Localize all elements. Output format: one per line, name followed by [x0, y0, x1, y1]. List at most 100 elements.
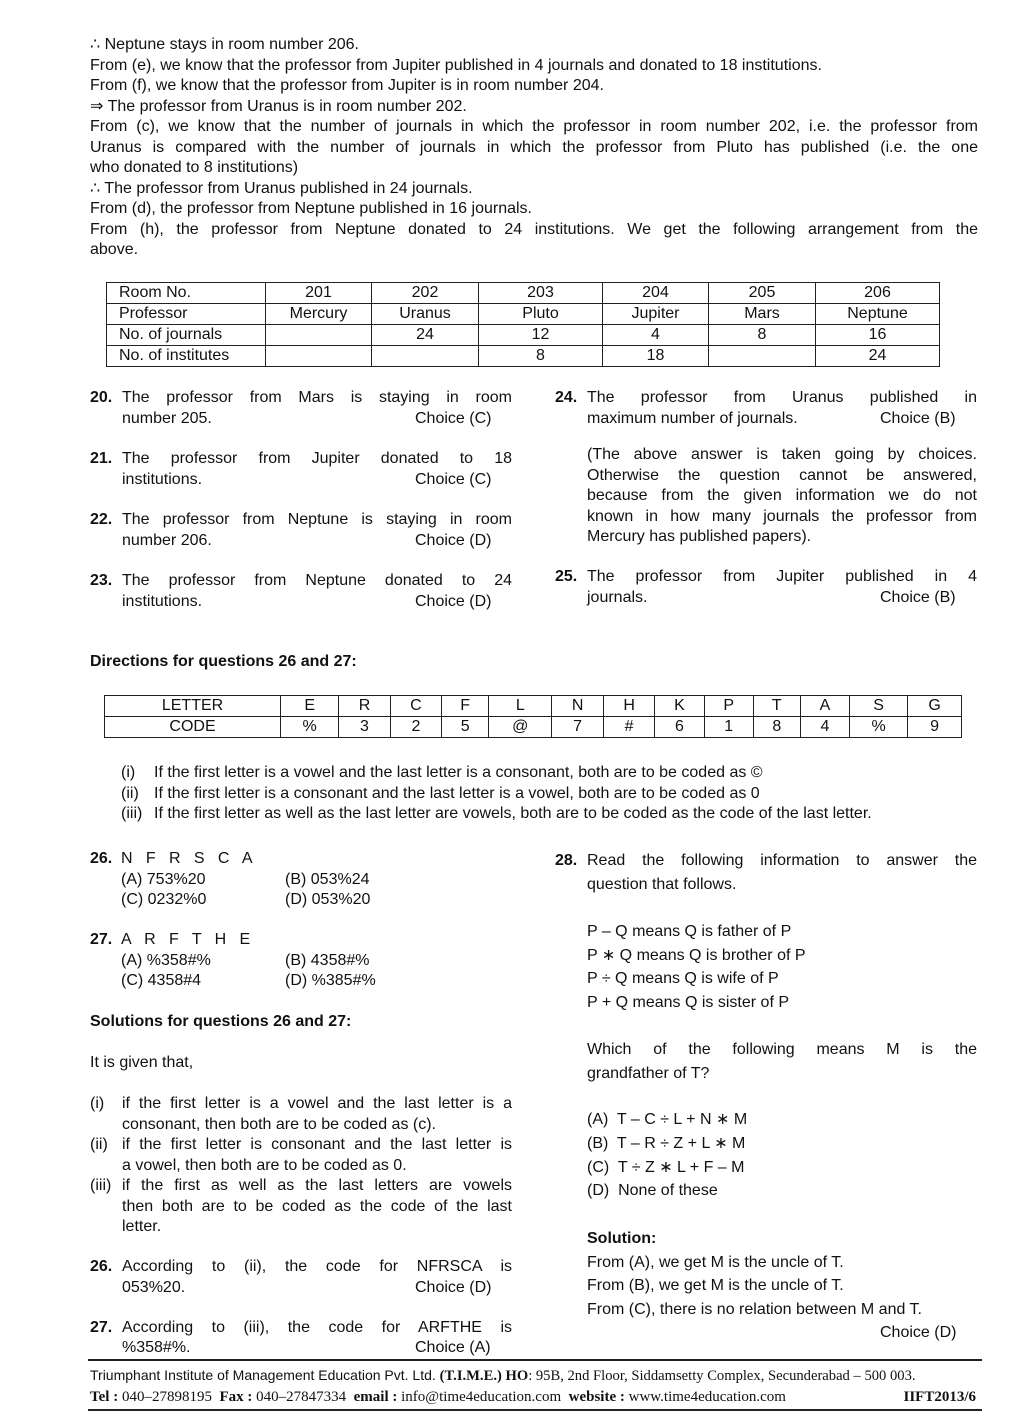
answer-text: The professor from Jupiter published in … — [587, 568, 977, 585]
table-cell: Neptune — [815, 303, 940, 325]
table-cell: 4 — [799, 716, 851, 738]
table-cell: Room No. — [106, 282, 266, 304]
table-cell: 202 — [371, 282, 479, 304]
relation-def: P ÷ Q means Q is wife of P — [587, 970, 779, 987]
answer-number: 20. — [90, 389, 113, 406]
table-cell: @ — [488, 716, 553, 738]
table-cell: CODE — [103, 716, 282, 738]
note-line: Mercury has published papers). — [587, 528, 812, 545]
solution-heading: Solution: — [587, 1230, 657, 1247]
answer-choice: Choice (C) — [415, 409, 492, 427]
sol-rule-text: if the first letter is consonant and the… — [122, 1136, 512, 1153]
answer-text: %358#%. — [122, 1339, 191, 1356]
question-number: 28. — [555, 852, 578, 869]
table-cell: 9 — [907, 716, 962, 738]
answer-text: number 205. — [122, 409, 212, 427]
given-text: It is given that, — [90, 1054, 194, 1071]
table-cell: Mars — [708, 303, 816, 325]
sol-rule-text: if the first as well as the last letters… — [122, 1177, 512, 1194]
option-c: (C) T ÷ Z ∗ L + F – M — [587, 1158, 745, 1176]
answer-choice: Choice (D) — [415, 531, 492, 549]
intro-line: ∴ Neptune stays in room number 206. — [90, 36, 359, 53]
intro-line: From (e), we know that the professor fro… — [90, 56, 822, 74]
sol-rule-num: (ii) — [90, 1136, 108, 1153]
note-line: because from the given information we do… — [587, 487, 977, 504]
table-cell: S — [849, 695, 909, 717]
question-word: A R F T H E — [121, 931, 251, 948]
table-cell: 7 — [551, 716, 604, 738]
note-line: Otherwise the question cannot be answere… — [587, 466, 977, 484]
table-cell — [708, 345, 816, 367]
answer-text: maximum number of journals. — [587, 409, 798, 427]
table-cell: 5 — [441, 716, 490, 738]
question-text: question that follows. — [587, 876, 737, 893]
option-a: (A) %358#% — [121, 951, 211, 969]
sol-rule-text: then both are to be coded as the code of… — [122, 1197, 512, 1215]
answer-number: 25. — [555, 568, 578, 585]
intro-line: From (c), we know that the number of jou… — [90, 118, 978, 135]
rule-num: (i) — [121, 764, 136, 781]
table-row: CODE% 3 2 5 @7 #6 1 8 4% 9 — [103, 716, 962, 738]
answer-choice: Choice (D) — [415, 592, 492, 610]
relation-def: P ∗ Q means Q is brother of P — [587, 946, 806, 964]
option-c: (C) 0232%0 — [121, 891, 207, 908]
solution-line: From (C), there is no relation between M… — [587, 1300, 922, 1318]
rule-text: If the first letter is a consonant and t… — [154, 784, 760, 802]
footer-address: Triumphant Institute of Management Educa… — [90, 1367, 916, 1384]
answer-text: The professor from Neptune donated to 24 — [122, 572, 512, 589]
letter-code-table: LETTER E R C F L N H K P T A S G CODE% 3 2 5 @7 #6 1 8 4% 9 — [103, 695, 962, 738]
question-text: Which of the following means M is the — [587, 1041, 977, 1058]
table-cell: Mercury — [265, 303, 372, 325]
table-cell: A — [799, 695, 851, 717]
table-cell: 24 — [371, 324, 479, 346]
intro-line: above. — [90, 241, 139, 258]
table-cell: E — [280, 695, 340, 717]
footer-contact: Tel : 040–27898195 Fax : 040–27847334 em… — [90, 1387, 978, 1408]
sol-rule-num: (i) — [90, 1095, 105, 1112]
table-cell: 6 — [654, 716, 705, 738]
answer-text: According to (iii), the code for ARFTHE … — [122, 1319, 512, 1336]
note-line: known in how many journals the professor… — [587, 507, 977, 525]
sol-rule-text: consonant, then both are to be coded as … — [122, 1115, 436, 1133]
arrangement-table: Room No. 201 202 203 204 205 206 Professor Mercu… — [106, 282, 940, 367]
sol-rule-text: if the first letter is a vowel and the l… — [122, 1095, 512, 1112]
intro-line: Uranus is compared with the number of jo… — [90, 138, 978, 156]
answer-choice: Choice (D) — [415, 1278, 492, 1296]
table-row: No. of institutes 8 18 24 — [106, 345, 940, 367]
answer-text: The professor from Jupiter donated to 18 — [122, 450, 512, 467]
option-b: (B) 4358#% — [285, 951, 370, 969]
table-cell: LETTER — [103, 695, 282, 717]
table-cell: 2 — [389, 716, 443, 738]
table-cell: 18 — [602, 345, 709, 367]
question-number: 27. — [90, 931, 113, 948]
table-cell: 8 — [752, 716, 801, 738]
relation-def: P – Q means Q is father of P — [587, 923, 792, 940]
answer-number: 26. — [90, 1258, 113, 1275]
table-row: No. of journals 24 12 4 8 16 — [106, 324, 940, 346]
table-cell: 205 — [708, 282, 816, 304]
intro-line: who donated to 8 institutions) — [90, 159, 299, 176]
answer-choice: Choice (C) — [415, 470, 492, 488]
table-cell: # — [602, 716, 656, 738]
table-cell: No. of institutes — [106, 345, 266, 367]
table-cell: N — [551, 695, 604, 717]
rule-num: (ii) — [121, 784, 139, 802]
answer-text: institutions. — [122, 592, 203, 610]
option-b: (B) T – R ÷ Z + L ∗ M — [587, 1135, 746, 1152]
table-cell — [265, 324, 372, 346]
table-cell: H — [602, 695, 656, 717]
table-cell: Uranus — [371, 303, 479, 325]
table-cell: K — [654, 695, 705, 717]
answer-text: The professor from Mars is staying in ro… — [122, 389, 512, 406]
table-cell: Jupiter — [602, 303, 709, 325]
answer-number: 23. — [90, 572, 113, 589]
table-cell: % — [280, 716, 340, 738]
answer-number: 22. — [90, 511, 113, 528]
directions-heading: Directions for questions 26 and 27: — [90, 653, 357, 670]
intro-line: ∴ The professor from Uranus published in… — [90, 179, 473, 197]
table-cell: 8 — [478, 345, 603, 367]
answer-text: The professor from Neptune is staying in… — [122, 511, 512, 528]
table-cell: % — [849, 716, 909, 738]
answer-choice: Choice (A) — [415, 1339, 491, 1356]
question-number: 26. — [90, 850, 113, 867]
